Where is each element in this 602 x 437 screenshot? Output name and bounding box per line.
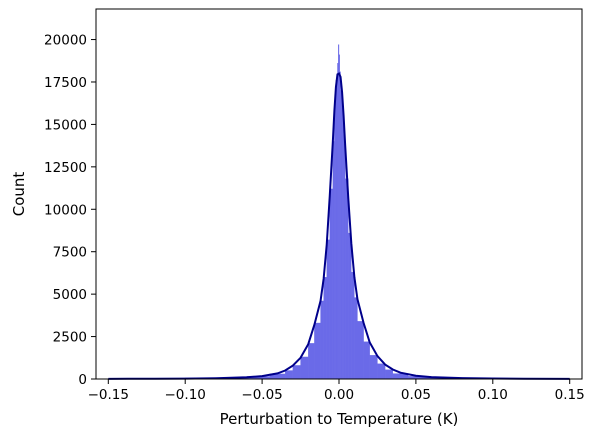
histogram-bar bbox=[334, 102, 337, 380]
histogram-bar bbox=[363, 341, 370, 380]
x-tick-label: 0.00 bbox=[324, 387, 354, 403]
y-tick-label: 0 bbox=[78, 372, 87, 388]
histogram-bar bbox=[369, 355, 378, 380]
histogram-bar bbox=[308, 343, 315, 380]
y-tick-label: 17500 bbox=[44, 75, 87, 91]
histogram-bar bbox=[329, 188, 333, 380]
histogram-bar bbox=[320, 300, 324, 380]
y-tick-label: 12500 bbox=[44, 160, 87, 176]
histogram-bar bbox=[384, 369, 393, 380]
histogram-bar bbox=[343, 134, 346, 380]
kde-curve bbox=[108, 72, 570, 380]
histogram-bar bbox=[341, 107, 344, 380]
histogram-bar bbox=[292, 365, 301, 380]
y-tick-label: 15000 bbox=[44, 117, 87, 133]
x-axis-label: Perturbation to Temperature (K) bbox=[220, 410, 459, 428]
histogram-bar bbox=[354, 297, 358, 380]
histogram-bar bbox=[285, 370, 294, 380]
histogram-bar bbox=[377, 363, 386, 380]
y-tick-label: 2500 bbox=[53, 330, 87, 346]
histogram-bar bbox=[323, 277, 327, 380]
histogram-bar bbox=[357, 321, 364, 380]
y-tick-label: 5000 bbox=[53, 287, 87, 303]
histogram-bar bbox=[340, 90, 343, 380]
histogram-bar bbox=[300, 356, 309, 380]
histogram-bar bbox=[345, 178, 349, 380]
histogram-bar bbox=[332, 141, 335, 380]
x-tick-label: 0.10 bbox=[478, 387, 508, 403]
histogram-bars bbox=[108, 44, 570, 380]
histogram-bar bbox=[314, 322, 321, 380]
y-tick-label: 10000 bbox=[44, 202, 87, 218]
histogram-bar bbox=[348, 232, 352, 380]
y-tick-label: 20000 bbox=[44, 33, 87, 49]
x-tick-label: 0.15 bbox=[555, 387, 585, 403]
x-tick-label: −0.05 bbox=[241, 387, 282, 403]
x-tick-label: −0.15 bbox=[88, 387, 129, 403]
histogram-bar bbox=[351, 271, 355, 380]
y-axis-label: Count bbox=[10, 172, 28, 217]
x-axis-ticks: −0.15 −0.10 −0.05 0.00 0.05 0.10 0.15 bbox=[88, 379, 585, 403]
y-tick-label: 7500 bbox=[53, 245, 87, 261]
x-tick-label: 0.05 bbox=[401, 387, 431, 403]
x-tick-label: −0.10 bbox=[165, 387, 206, 403]
histogram-bar bbox=[326, 239, 330, 380]
histogram-bar bbox=[335, 80, 338, 380]
y-axis-ticks: 0 2500 5000 7500 10000 12500 15000 17500 20000 bbox=[44, 33, 96, 388]
